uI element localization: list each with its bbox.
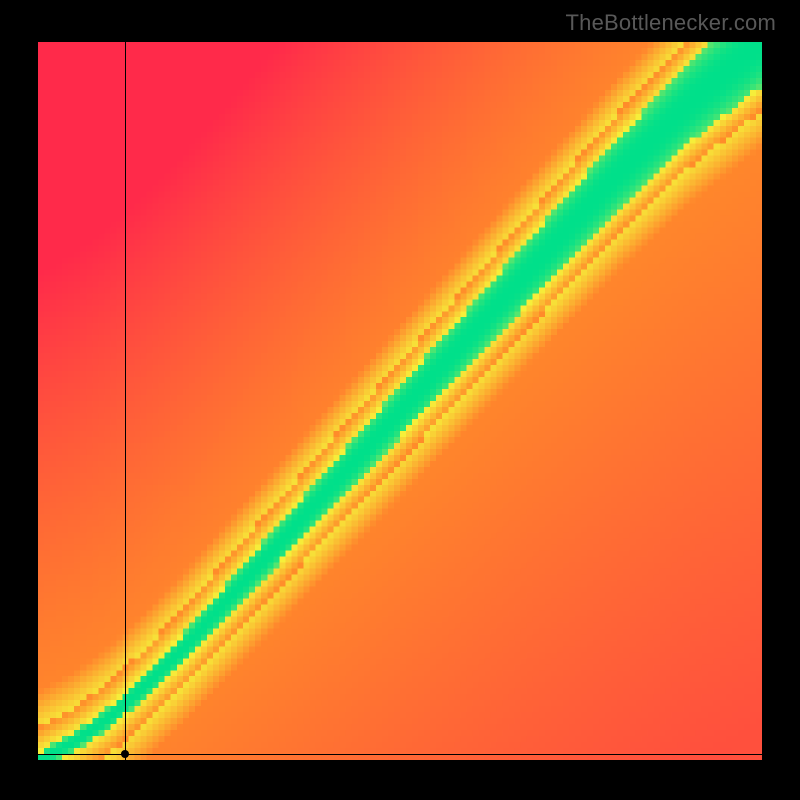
- watermark-text: TheBottlenecker.com: [566, 10, 776, 36]
- heatmap-canvas: [38, 42, 762, 760]
- plot-area: [38, 42, 762, 760]
- crosshair-horizontal: [38, 754, 762, 755]
- chart-container: TheBottlenecker.com: [0, 0, 800, 800]
- crosshair-vertical: [125, 42, 126, 760]
- marker-dot: [121, 750, 129, 758]
